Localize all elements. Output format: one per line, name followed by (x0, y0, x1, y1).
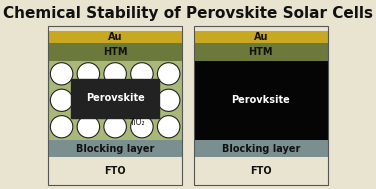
Ellipse shape (50, 63, 73, 85)
Ellipse shape (50, 116, 73, 138)
Text: Au: Au (108, 32, 122, 42)
Ellipse shape (158, 89, 180, 111)
Text: FTO: FTO (250, 166, 272, 176)
Text: HTM: HTM (103, 47, 127, 57)
Text: TiO₂: TiO₂ (130, 119, 146, 127)
Text: Au: Au (254, 32, 268, 42)
FancyBboxPatch shape (48, 140, 182, 157)
FancyBboxPatch shape (48, 31, 182, 43)
Ellipse shape (131, 63, 153, 85)
FancyBboxPatch shape (194, 61, 328, 140)
FancyBboxPatch shape (194, 31, 328, 43)
Ellipse shape (104, 63, 126, 85)
FancyBboxPatch shape (194, 157, 328, 185)
FancyBboxPatch shape (194, 43, 328, 61)
Ellipse shape (50, 89, 73, 111)
FancyBboxPatch shape (48, 157, 182, 185)
Text: FTO: FTO (104, 166, 126, 176)
Ellipse shape (131, 89, 153, 111)
Ellipse shape (77, 89, 100, 111)
Text: Blocking layer: Blocking layer (222, 144, 300, 154)
FancyBboxPatch shape (194, 140, 328, 157)
Text: Perovskite: Perovskite (86, 93, 144, 103)
Ellipse shape (158, 63, 180, 85)
Text: Chemical Stability of Perovskite Solar Cells: Chemical Stability of Perovskite Solar C… (3, 6, 373, 21)
Text: Perovksite: Perovksite (232, 95, 290, 105)
Text: HTM: HTM (249, 47, 273, 57)
Ellipse shape (104, 116, 126, 138)
Ellipse shape (158, 116, 180, 138)
Ellipse shape (77, 63, 100, 85)
Ellipse shape (131, 116, 153, 138)
FancyBboxPatch shape (48, 61, 182, 140)
Text: Blocking layer: Blocking layer (76, 144, 154, 154)
Ellipse shape (77, 116, 100, 138)
FancyBboxPatch shape (48, 43, 182, 61)
Ellipse shape (104, 89, 126, 111)
